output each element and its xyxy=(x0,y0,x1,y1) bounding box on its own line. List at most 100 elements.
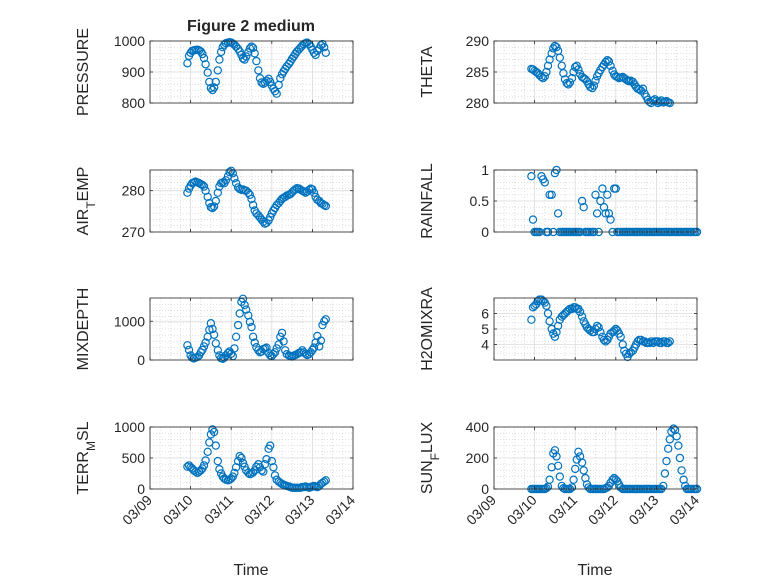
data-point xyxy=(277,328,287,338)
data-point xyxy=(679,475,688,484)
data-point xyxy=(248,43,258,53)
data-point xyxy=(550,332,560,341)
data-point xyxy=(545,475,554,484)
y-tick-label: 270 xyxy=(122,224,146,240)
data-point xyxy=(250,338,259,347)
data-point xyxy=(547,190,556,199)
data-point xyxy=(664,338,673,348)
data-point xyxy=(320,477,329,486)
data-point xyxy=(542,301,551,310)
data-point xyxy=(616,332,625,341)
data-point xyxy=(649,96,658,105)
data-point xyxy=(577,312,587,321)
data-point xyxy=(209,202,219,211)
data-series xyxy=(183,38,330,98)
data-point xyxy=(596,196,605,206)
data-point xyxy=(321,48,330,58)
data-point xyxy=(677,466,686,475)
x-tick-label: 03/13 xyxy=(281,492,317,528)
data-point xyxy=(320,317,329,326)
data-point xyxy=(254,66,263,75)
data-point xyxy=(231,332,241,341)
y-tick-label: 900 xyxy=(122,64,146,80)
data-point xyxy=(245,44,255,53)
data-point xyxy=(299,187,309,196)
data-point xyxy=(203,447,212,456)
data-point xyxy=(209,83,219,92)
y-axis-label: SUNFLUX xyxy=(419,422,442,495)
y-tick-label: 4 xyxy=(481,337,489,353)
y-tick-label: 6 xyxy=(481,306,489,322)
data-point xyxy=(208,203,217,213)
data-point xyxy=(589,81,599,90)
y-tick-label: 1000 xyxy=(114,313,145,329)
data-point xyxy=(665,337,675,346)
data-point xyxy=(592,321,602,331)
data-point xyxy=(675,453,685,463)
data-point xyxy=(266,212,275,222)
data-point xyxy=(201,456,210,465)
data-point xyxy=(309,343,319,352)
x-tick-label: 03/10 xyxy=(160,492,196,528)
data-point xyxy=(205,438,214,447)
data-point xyxy=(301,349,310,358)
data-point xyxy=(604,209,614,218)
data-point xyxy=(211,77,220,87)
data-point xyxy=(233,320,243,330)
data-point xyxy=(201,338,210,347)
x-tick-label: 03/11 xyxy=(201,492,237,528)
data-point xyxy=(213,188,222,197)
data-point xyxy=(604,57,614,66)
y-tick-label: 0.5 xyxy=(470,193,490,209)
data-point xyxy=(269,463,278,472)
data-point xyxy=(230,174,239,183)
data-point xyxy=(235,451,244,461)
data-point xyxy=(209,427,219,437)
y-tick-label: 0 xyxy=(481,481,489,497)
data-point xyxy=(601,209,610,218)
data-point xyxy=(260,460,270,469)
data-series xyxy=(527,41,675,108)
data-point xyxy=(552,327,561,337)
data-point xyxy=(537,72,546,82)
data-point xyxy=(279,337,288,346)
axes-box xyxy=(149,169,354,233)
data-point xyxy=(540,72,550,81)
data-point xyxy=(199,461,209,470)
x-tick-label: 03/13 xyxy=(625,492,661,528)
data-point xyxy=(591,76,600,85)
data-point xyxy=(308,345,317,355)
data-point xyxy=(205,77,214,87)
data-point xyxy=(562,78,571,88)
panel-pressure: 800 900 1000 PRESSURE xyxy=(75,28,354,116)
data-point xyxy=(238,294,248,303)
y-tick-label: 500 xyxy=(122,450,146,466)
data-point xyxy=(270,348,280,357)
data-point xyxy=(542,484,551,493)
data-point xyxy=(241,52,251,61)
data-point xyxy=(596,327,605,337)
data-point xyxy=(240,300,249,310)
data-point xyxy=(184,345,194,355)
x-tick-label: 03/11 xyxy=(545,492,581,528)
data-point xyxy=(572,61,582,71)
x-tick-label: 03/14 xyxy=(666,492,702,528)
panel-air-temp: 270 280 AIRTEMP xyxy=(75,166,354,240)
data-point xyxy=(211,441,220,450)
data-point xyxy=(208,324,217,334)
y-tick-label: 1000 xyxy=(114,33,145,49)
data-point xyxy=(577,196,587,206)
data-point xyxy=(213,346,222,355)
y-tick-label: 0 xyxy=(137,352,145,368)
y-tick-label: 5 xyxy=(481,321,489,337)
data-point xyxy=(603,190,612,199)
data-point xyxy=(238,458,248,468)
panel-terr-msl: 0 500 1000 03/09 03/10 03/11 03/12 03/13 03/14 TE… xyxy=(75,419,358,528)
data-point xyxy=(674,441,683,450)
data-point xyxy=(579,466,588,475)
data-point xyxy=(199,182,209,191)
x-tick-label: 03/12 xyxy=(241,492,277,528)
y-axis-label: MIXDEPTH xyxy=(75,288,92,371)
data-point xyxy=(591,190,600,199)
